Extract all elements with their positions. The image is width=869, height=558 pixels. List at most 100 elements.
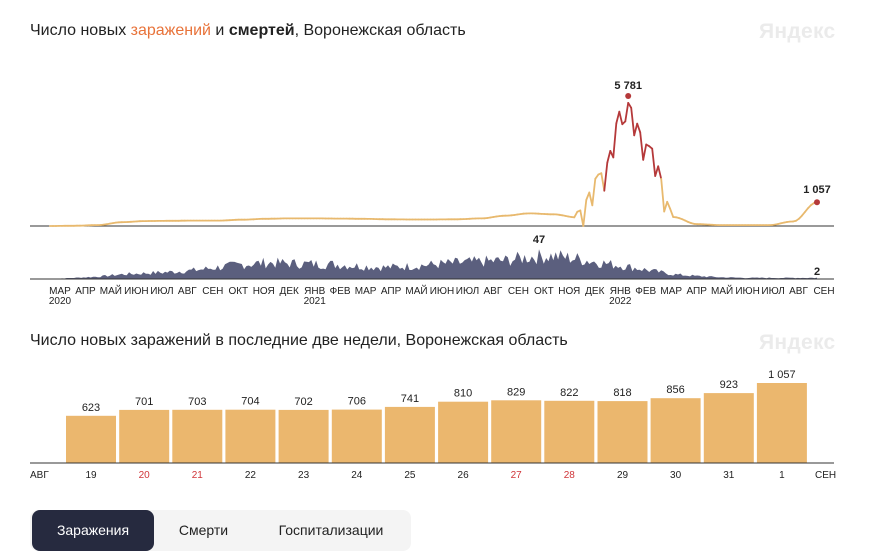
- x-tick-label: ИЮН: [735, 286, 760, 297]
- tab-infections[interactable]: Заражения: [32, 510, 154, 551]
- bar-day-label: 24: [351, 470, 363, 481]
- title-deaths-word: смертей: [228, 22, 295, 39]
- infections-line-segment: [612, 122, 618, 159]
- infections-line-segment: [666, 200, 672, 210]
- infections-line-segment: [669, 207, 675, 218]
- bar-day-label: 23: [298, 470, 310, 481]
- bar: [66, 415, 116, 463]
- x-tick-label: НОЯ: [558, 286, 580, 297]
- x-tick-label: АПР: [686, 286, 707, 297]
- bar: [438, 401, 489, 463]
- title-prefix: Число новых: [30, 22, 131, 39]
- bar-value-label: 702: [294, 396, 312, 408]
- bar: [650, 398, 701, 463]
- infections-line-segment: [642, 143, 648, 161]
- x-tick-label: МАР: [49, 286, 71, 297]
- yandex-logo-2: Яндекс: [759, 331, 836, 354]
- deaths-area: [50, 249, 817, 279]
- bar-day-label: 1: [779, 470, 785, 481]
- title-infections-word: заражений: [130, 22, 211, 39]
- x-tick-label: ОКТ: [534, 286, 554, 297]
- chart-title-infections-deaths: Число новых заражений и смертей, Воронеж…: [30, 22, 466, 40]
- infections-line-segment: [660, 177, 666, 213]
- infections-line-segment: [651, 147, 657, 177]
- bar-day-label: 31: [723, 470, 735, 481]
- infections-line-segment: [603, 161, 609, 192]
- tab-deaths[interactable]: Смерти: [178, 522, 229, 538]
- x-tick-label: ИЮЛ: [150, 286, 173, 297]
- bar-chart-last-two-weeks: 623 19 701 20 703 21 704 22 702 23 706 24 741 25 810 26…: [30, 369, 836, 481]
- x-tick-label: ИЮЛ: [456, 286, 479, 297]
- bar-day-label: 30: [670, 470, 682, 481]
- title-suffix: , Воронежская область: [294, 22, 466, 39]
- bar-value-label: 704: [241, 396, 259, 408]
- infections-line-segment: [636, 122, 642, 134]
- x-tick-label: ИЮЛ: [761, 286, 784, 297]
- x-tick-label: ОКТ: [228, 286, 248, 297]
- x-tick-label: АВГ: [484, 286, 503, 297]
- infections-peak-point: [625, 93, 632, 99]
- tab-bar: Заражения Смерти Госпитализации: [30, 510, 411, 551]
- infections-line-segment: [606, 150, 612, 164]
- bar: [384, 406, 435, 463]
- bar-value-label: 741: [401, 393, 419, 405]
- bar-day-label: 19: [85, 470, 97, 481]
- bar-value-label: 1 057: [768, 369, 796, 381]
- bar: [491, 400, 542, 463]
- bar: [119, 409, 170, 463]
- bar-axis-month-left: АВГ: [30, 470, 49, 481]
- deaths-peak-label: 47: [533, 234, 545, 246]
- bar-day-label: 29: [617, 470, 629, 481]
- bar-day-label: 28: [564, 470, 576, 481]
- bar-value-label: 703: [188, 396, 206, 408]
- infections-peak-label: 5 781: [614, 80, 642, 92]
- infections-line-segment: [657, 165, 663, 180]
- bar-value-label: 818: [613, 387, 631, 399]
- infections-line-segment: [615, 110, 621, 125]
- bar: [756, 383, 807, 463]
- bar-value-label: 810: [454, 388, 472, 400]
- x-tick-label: СЕН: [202, 286, 223, 297]
- x-tick-year: 2022: [609, 296, 632, 307]
- x-tick-label: АВГ: [178, 286, 197, 297]
- x-tick-label: ИЮН: [430, 286, 455, 297]
- bar: [225, 409, 276, 463]
- x-tick-label: ЯНВ: [304, 286, 325, 297]
- bar: [703, 393, 754, 463]
- bar-day-label: 26: [458, 470, 470, 481]
- yandex-logo: Яндекс: [759, 20, 836, 43]
- x-tick-label: ФЕВ: [330, 286, 351, 297]
- bar: [172, 409, 223, 463]
- x-tick-label: МАЙ: [711, 284, 733, 297]
- deaths-last-label: 2: [814, 266, 820, 278]
- infections-line-segment: [573, 210, 579, 219]
- x-tick-year: 2020: [49, 296, 72, 307]
- x-tick-label: СЕН: [508, 286, 529, 297]
- bar-day-label: 22: [245, 470, 257, 481]
- infections-last-point: [814, 199, 820, 206]
- infections-line-segment: [639, 131, 645, 161]
- bar-value-label: 829: [507, 386, 525, 398]
- infections-line-segment: [630, 106, 636, 137]
- infections-line-segment: [591, 177, 597, 207]
- x-tick-label: МАЙ: [100, 284, 122, 297]
- bar: [597, 401, 648, 463]
- infections-last-label: 1 057: [803, 184, 831, 196]
- x-tick-label: ЯНВ: [610, 286, 631, 297]
- bar-value-label: 701: [135, 396, 153, 408]
- x-tick-label: МАР: [660, 286, 682, 297]
- tab-hospitalizations[interactable]: Госпитализации: [278, 522, 384, 538]
- bar: [278, 409, 329, 463]
- chart-title-last-two-weeks: Число новых заражений в последние две не…: [30, 332, 568, 349]
- infections-line-segment: [627, 102, 633, 109]
- bar-value-label: 923: [720, 379, 738, 391]
- infections-line-segment: [618, 110, 624, 126]
- bar-day-label: 27: [511, 470, 523, 481]
- infections-line-segment: [633, 122, 639, 137]
- x-tick-label: НОЯ: [253, 286, 275, 297]
- x-tick-label: МАЙ: [405, 284, 427, 297]
- bar: [544, 400, 595, 463]
- x-tick-label: АПР: [75, 286, 96, 297]
- infections-line-segment: [582, 198, 588, 227]
